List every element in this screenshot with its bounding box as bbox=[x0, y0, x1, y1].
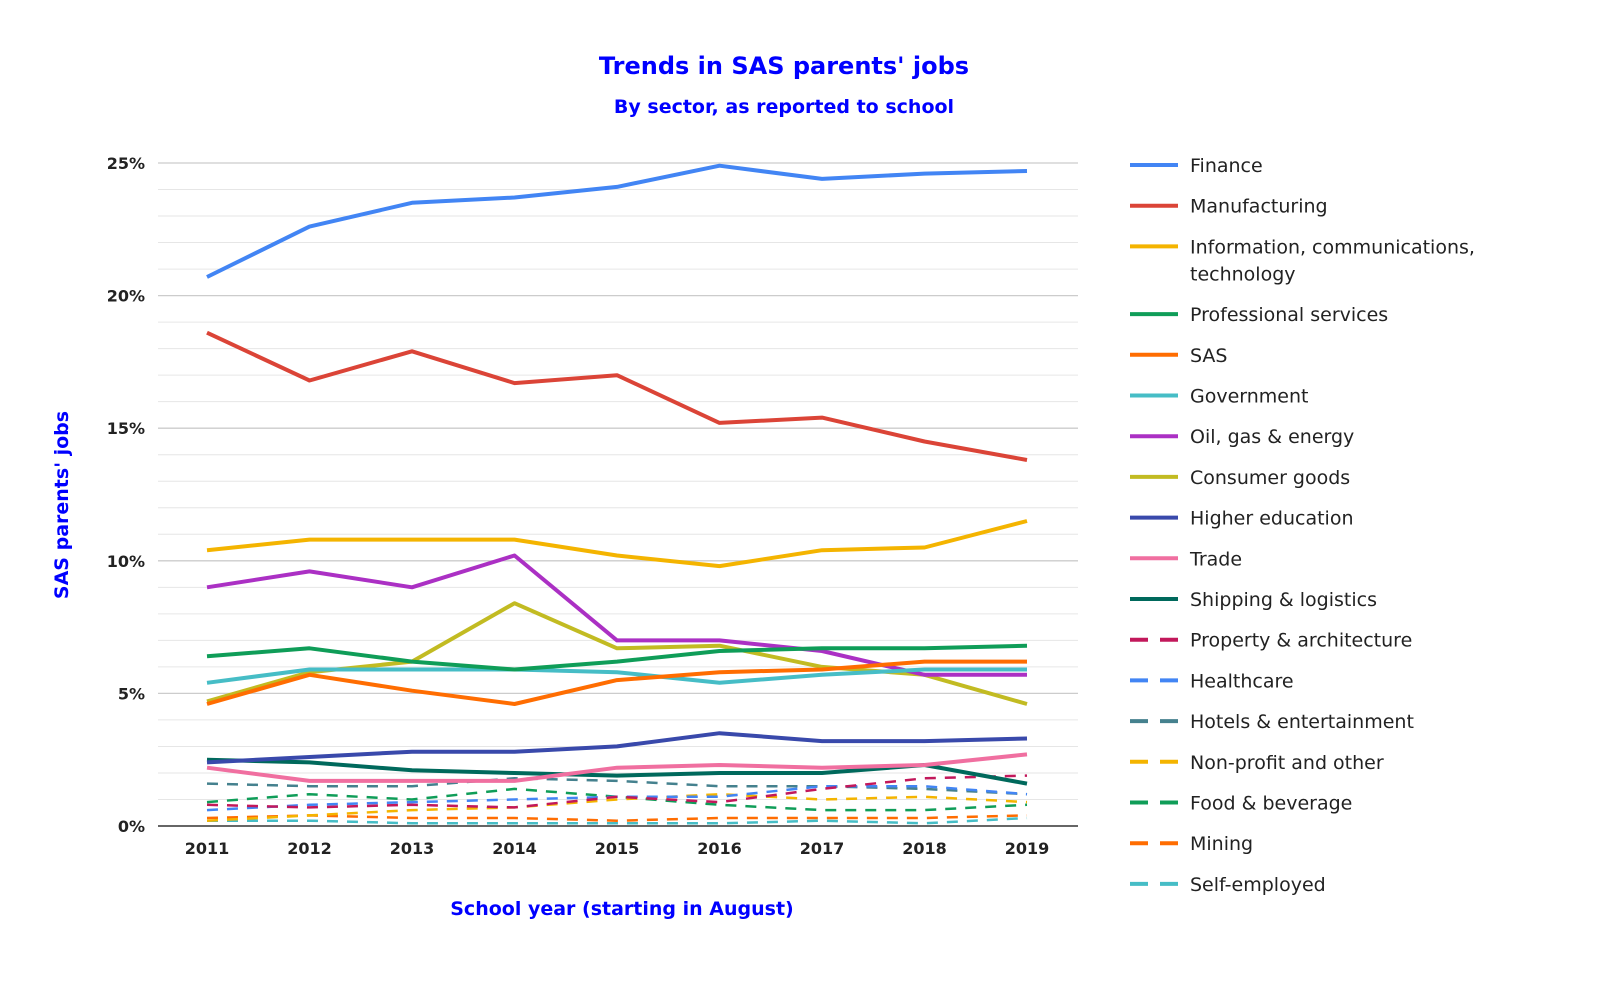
legend-item: Food & beverage bbox=[1130, 793, 1352, 815]
y-tick-label: 10% bbox=[107, 552, 145, 571]
legend-item: SAS bbox=[1130, 345, 1227, 367]
series-line-consumer-goods bbox=[206, 601, 1028, 706]
chart-subtitle: By sector, as reported to school bbox=[614, 96, 954, 118]
legend-label: Higher education bbox=[1190, 508, 1354, 530]
y-tick-label: 20% bbox=[107, 287, 145, 306]
legend-label: Trade bbox=[1189, 548, 1242, 570]
legend-item: Mining bbox=[1130, 833, 1253, 855]
legend-label: Property & architecture bbox=[1190, 630, 1412, 652]
series-line-mining bbox=[206, 814, 1028, 822]
legend-label: Non-profit and other bbox=[1190, 752, 1384, 774]
gridlines bbox=[158, 162, 1078, 800]
series-line-trade bbox=[206, 752, 1028, 783]
x-axis-title: School year (starting in August) bbox=[450, 898, 793, 920]
legend-label: Mining bbox=[1190, 833, 1253, 855]
y-tick-label: 0% bbox=[118, 817, 145, 836]
legend-label: Information, communications, bbox=[1190, 236, 1475, 258]
series-line-hotels-entertainment bbox=[206, 777, 1028, 796]
y-axis-ticks: 0% 5% 10% 15% 20% 25% bbox=[107, 154, 145, 836]
legend-label: Shipping & logistics bbox=[1190, 589, 1377, 611]
y-tick-label: 25% bbox=[107, 154, 145, 173]
series-line-finance bbox=[206, 163, 1028, 279]
series-line-information-communications-technology bbox=[206, 519, 1028, 569]
x-tick-label: 2016 bbox=[697, 839, 742, 858]
series-line-food-beverage bbox=[206, 787, 1028, 812]
legend-label: Self-employed bbox=[1190, 874, 1326, 896]
legend-item: Professional services bbox=[1130, 304, 1388, 326]
legend-item: Manufacturing bbox=[1130, 196, 1328, 218]
x-axis-ticks: 2011 2012 2013 2014 2015 2016 2017 2018 2019 bbox=[185, 839, 1050, 858]
series-line-higher-education bbox=[206, 731, 1028, 765]
y-tick-label: 15% bbox=[107, 419, 145, 438]
y-tick-label: 5% bbox=[118, 684, 145, 703]
series-line-government bbox=[206, 667, 1027, 685]
series-line-manufacturing bbox=[206, 330, 1028, 462]
legend-label: Government bbox=[1190, 386, 1309, 408]
legend-label: technology bbox=[1190, 263, 1296, 285]
legend-label: Professional services bbox=[1190, 304, 1388, 326]
legend-item: Higher education bbox=[1130, 508, 1354, 530]
legend-item: Property & architecture bbox=[1130, 630, 1412, 652]
x-tick-label: 2013 bbox=[390, 839, 435, 858]
legend-label: Manufacturing bbox=[1190, 196, 1328, 218]
legend-label: Healthcare bbox=[1190, 670, 1294, 692]
legend: Finance Manufacturing Information, communi… bbox=[1130, 155, 1475, 896]
x-tick-label: 2014 bbox=[492, 839, 537, 858]
x-tick-label: 2017 bbox=[800, 839, 845, 858]
legend-label: Oil, gas & energy bbox=[1190, 426, 1354, 448]
series-line-property-architecture bbox=[206, 774, 1028, 809]
legend-label: SAS bbox=[1190, 345, 1227, 367]
legend-item: Finance bbox=[1130, 155, 1263, 177]
series-line-sas bbox=[206, 659, 1027, 706]
legend-label: Food & beverage bbox=[1190, 793, 1352, 815]
legend-item: Government bbox=[1130, 386, 1309, 408]
series-line-oil-gas-energy bbox=[206, 553, 1027, 677]
legend-item: Information, communications, technology bbox=[1130, 236, 1475, 285]
legend-item: Self-employed bbox=[1130, 874, 1326, 896]
y-axis-title: SAS parents' jobs bbox=[51, 411, 73, 599]
x-tick-label: 2012 bbox=[287, 839, 332, 858]
legend-label: Finance bbox=[1190, 155, 1263, 177]
series-line-self-employed bbox=[207, 816, 1028, 825]
legend-item: Non-profit and other bbox=[1130, 752, 1384, 774]
x-tick-label: 2018 bbox=[902, 839, 947, 858]
legend-item: Shipping & logistics bbox=[1130, 589, 1377, 611]
legend-label: Hotels & entertainment bbox=[1190, 711, 1414, 733]
series-line-professional-services bbox=[206, 643, 1028, 672]
series-lines bbox=[206, 163, 1028, 825]
legend-item: Trade bbox=[1130, 548, 1242, 570]
x-tick-label: 2015 bbox=[595, 839, 640, 858]
series-line-non-profit-and-other bbox=[206, 792, 1028, 822]
legend-item: Consumer goods bbox=[1130, 467, 1350, 489]
x-tick-label: 2019 bbox=[1005, 839, 1050, 858]
x-tick-label: 2011 bbox=[185, 839, 230, 858]
legend-item: Healthcare bbox=[1130, 670, 1294, 692]
chart-title: Trends in SAS parents' jobs bbox=[599, 52, 969, 80]
legend-item: Hotels & entertainment bbox=[1130, 711, 1414, 733]
legend-item: Oil, gas & energy bbox=[1130, 426, 1354, 448]
legend-label: Consumer goods bbox=[1190, 467, 1350, 489]
